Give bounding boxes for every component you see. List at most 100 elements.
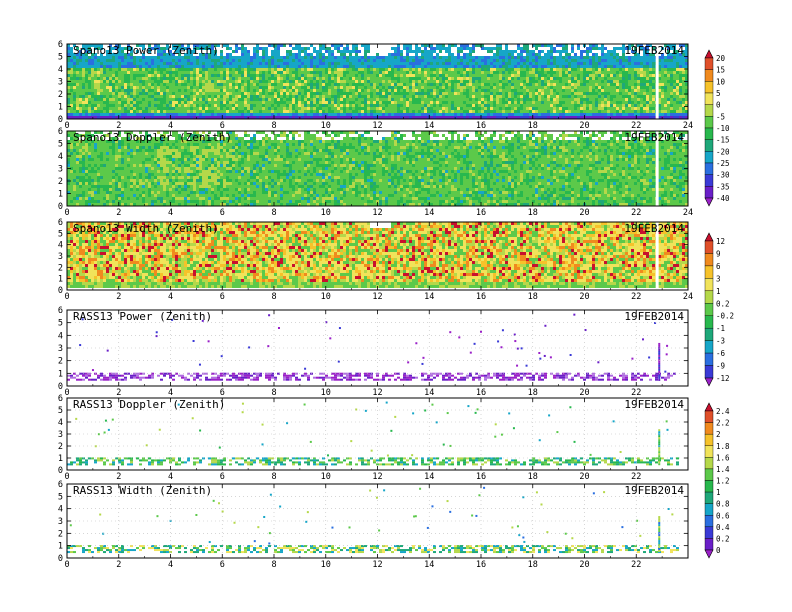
heatmap-cell bbox=[298, 80, 301, 83]
heatmap-cell bbox=[457, 110, 460, 113]
heatmap-cell bbox=[163, 56, 166, 59]
heatmap-cell bbox=[505, 62, 508, 65]
heatmap-cell bbox=[484, 47, 487, 50]
heatmap-cell bbox=[571, 77, 574, 80]
heatmap-cell bbox=[298, 44, 301, 47]
heatmap-cell bbox=[151, 104, 154, 107]
heatmap-cell bbox=[322, 59, 325, 62]
heatmap-cell bbox=[148, 86, 151, 89]
heatmap-cell bbox=[334, 71, 337, 74]
heatmap-cell bbox=[220, 101, 223, 104]
heatmap-cell bbox=[298, 77, 301, 80]
heatmap-cell bbox=[640, 59, 643, 62]
heatmap-cell bbox=[208, 68, 211, 71]
heatmap-cell bbox=[622, 74, 625, 77]
heatmap-cell bbox=[268, 86, 271, 89]
heatmap-cell bbox=[241, 98, 244, 101]
heatmap-cell bbox=[253, 68, 256, 71]
heatmap-cell bbox=[250, 116, 253, 119]
heatmap-cell bbox=[685, 59, 688, 62]
heatmap-cell bbox=[394, 77, 397, 80]
heatmap-cell bbox=[205, 104, 208, 107]
heatmap-cell bbox=[355, 98, 358, 101]
heatmap-cell bbox=[94, 44, 97, 47]
heatmap-cell bbox=[457, 74, 460, 77]
heatmap-cell bbox=[565, 98, 568, 101]
heatmap-cell bbox=[268, 80, 271, 83]
heatmap-cell bbox=[175, 74, 178, 77]
heatmap-cell bbox=[268, 44, 271, 47]
heatmap-cell bbox=[661, 74, 664, 77]
heatmap-cell bbox=[127, 116, 130, 119]
heatmap-cell bbox=[205, 95, 208, 98]
heatmap-cell bbox=[475, 107, 478, 110]
heatmap-cell bbox=[667, 113, 670, 116]
heatmap-cell bbox=[403, 68, 406, 71]
heatmap-cell bbox=[157, 86, 160, 89]
heatmap-cell bbox=[520, 80, 523, 83]
heatmap-cell bbox=[502, 95, 505, 98]
heatmap-cell bbox=[478, 83, 481, 86]
heatmap-cell bbox=[619, 92, 622, 95]
heatmap-cell bbox=[259, 110, 262, 113]
heatmap-cell bbox=[463, 44, 466, 47]
heatmap-cell bbox=[424, 107, 427, 110]
heatmap-cell bbox=[667, 116, 670, 119]
heatmap-cell bbox=[442, 47, 445, 50]
heatmap-cell bbox=[154, 74, 157, 77]
heatmap-cell bbox=[388, 107, 391, 110]
heatmap-cell bbox=[157, 83, 160, 86]
heatmap-cell bbox=[103, 113, 106, 116]
heatmap-cell bbox=[163, 107, 166, 110]
heatmap-cell bbox=[643, 77, 646, 80]
heatmap-cell bbox=[628, 47, 631, 50]
heatmap-cell bbox=[70, 170, 73, 173]
heatmap-cell bbox=[115, 113, 118, 116]
heatmap-cell bbox=[559, 71, 562, 74]
heatmap-cell bbox=[451, 92, 454, 95]
heatmap-cell bbox=[322, 80, 325, 83]
heatmap-cell bbox=[208, 65, 211, 68]
heatmap-cell bbox=[304, 113, 307, 116]
heatmap-cell bbox=[172, 47, 175, 50]
heatmap-cell bbox=[667, 98, 670, 101]
heatmap-cell bbox=[178, 101, 181, 104]
heatmap-cell bbox=[112, 89, 115, 92]
heatmap-cell bbox=[607, 68, 610, 71]
heatmap-cell bbox=[493, 68, 496, 71]
heatmap-cell bbox=[562, 71, 565, 74]
heatmap-cell bbox=[133, 104, 136, 107]
heatmap-cell bbox=[202, 77, 205, 80]
heatmap-cell bbox=[376, 89, 379, 92]
heatmap-cell bbox=[172, 59, 175, 62]
heatmap-cell bbox=[196, 101, 199, 104]
heatmap-cell bbox=[499, 71, 502, 74]
heatmap-cell bbox=[388, 95, 391, 98]
heatmap-cell bbox=[226, 65, 229, 68]
heatmap-cell bbox=[649, 116, 652, 119]
heatmap-cell bbox=[424, 47, 427, 50]
heatmap-cell bbox=[169, 80, 172, 83]
heatmap-cell bbox=[196, 62, 199, 65]
heatmap-cell bbox=[145, 62, 148, 65]
heatmap-cell bbox=[337, 107, 340, 110]
heatmap-cell bbox=[280, 68, 283, 71]
heatmap-cell bbox=[523, 113, 526, 116]
heatmap-cell bbox=[352, 71, 355, 74]
heatmap-cell bbox=[352, 62, 355, 65]
heatmap-cell bbox=[403, 113, 406, 116]
heatmap-cell bbox=[616, 74, 619, 77]
heatmap-cell bbox=[130, 86, 133, 89]
heatmap-cell bbox=[106, 80, 109, 83]
heatmap-cell bbox=[439, 47, 442, 50]
heatmap-cell bbox=[166, 77, 169, 80]
heatmap-cell bbox=[457, 113, 460, 116]
heatmap-cell bbox=[160, 80, 163, 83]
heatmap-cell bbox=[571, 65, 574, 68]
heatmap-cell bbox=[493, 98, 496, 101]
heatmap-cell bbox=[391, 92, 394, 95]
heatmap-cell bbox=[418, 110, 421, 113]
heatmap-cell bbox=[538, 59, 541, 62]
heatmap-cell bbox=[433, 74, 436, 77]
heatmap-cell bbox=[499, 89, 502, 92]
